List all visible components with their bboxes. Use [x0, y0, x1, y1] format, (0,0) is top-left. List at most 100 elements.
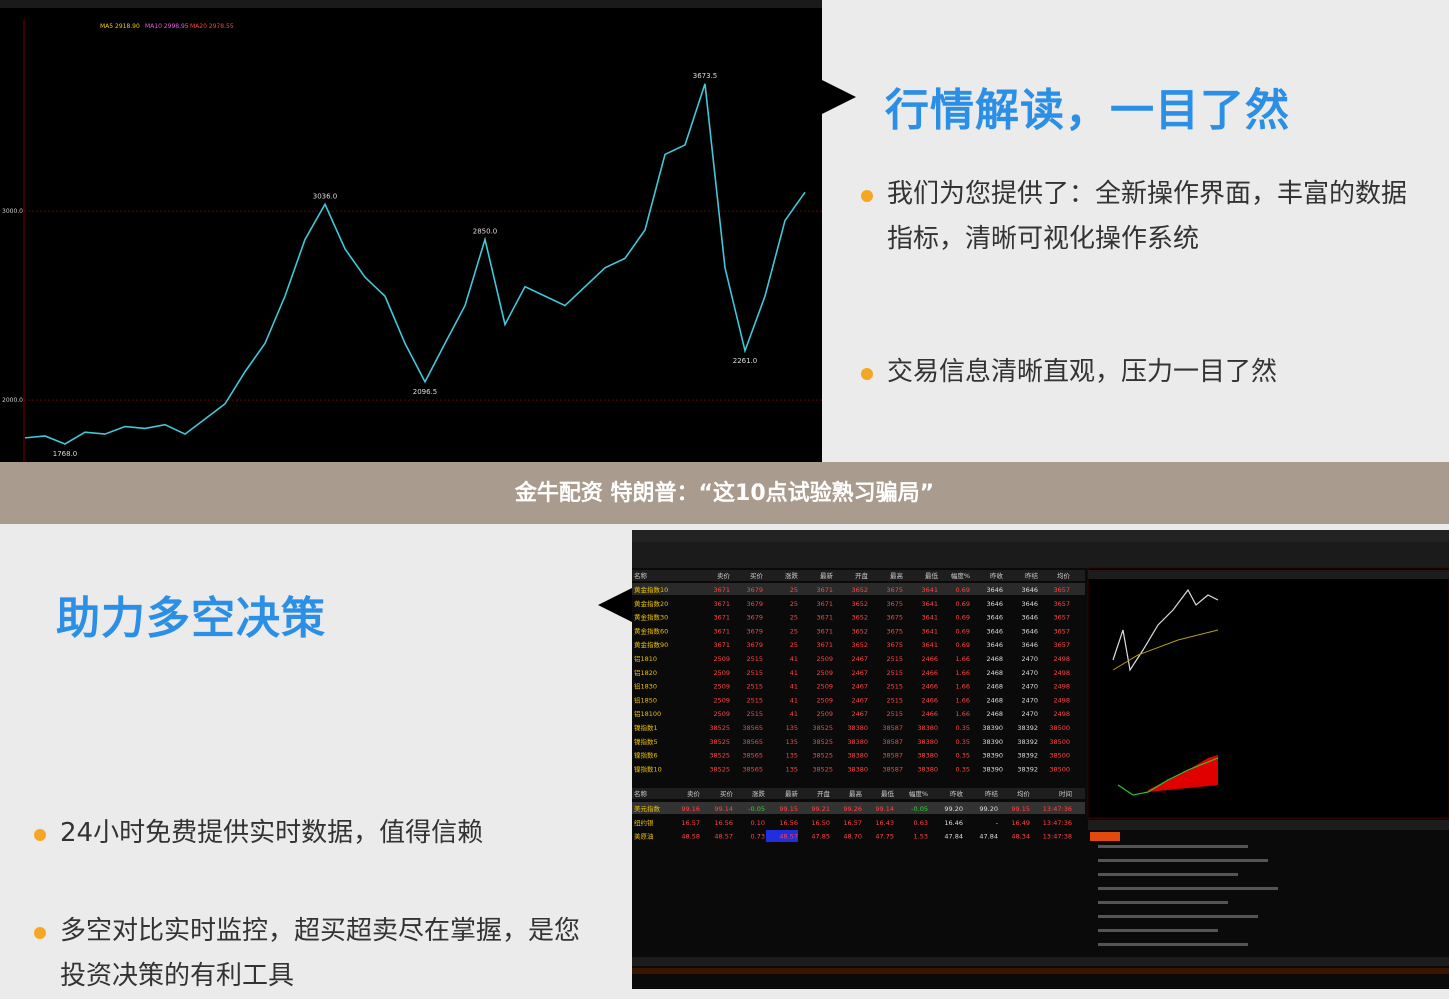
table-cell: 2498	[1053, 696, 1070, 704]
table-cell: 3679	[746, 641, 763, 649]
table-cell: 38525	[709, 738, 730, 746]
table-cell: 3671	[816, 641, 833, 649]
table-cell: 38525	[709, 765, 730, 773]
table-cell: 99.14	[875, 805, 894, 813]
column-header: 名称	[634, 571, 648, 580]
table-cell: 38392	[1017, 752, 1038, 760]
indicator-label: MA20 2978.55	[190, 23, 234, 30]
table-cell: 38587	[882, 738, 903, 746]
table-cell: 3675	[886, 586, 903, 594]
table-cell: 2470	[1021, 696, 1038, 704]
table-cell: 16.43	[875, 819, 894, 827]
table-cell: 3675	[886, 600, 903, 608]
table-cell: 3679	[746, 614, 763, 622]
tab-bar	[1088, 820, 1449, 830]
table-cell: 3657	[1053, 586, 1070, 594]
table-cell: 48.34	[1011, 833, 1030, 841]
table-cell: 2467	[851, 683, 868, 691]
column-header: 开盘	[817, 789, 831, 798]
table-cell: 黄金指数60	[634, 626, 668, 635]
table-cell: 3675	[886, 627, 903, 635]
table-cell: 38380	[847, 738, 868, 746]
table-cell: 2515	[746, 683, 763, 691]
table-cell: 47.84	[944, 833, 963, 841]
table-cell: 铝18100	[634, 709, 661, 718]
table-cell: 2515	[746, 710, 763, 718]
table-cell: -	[996, 819, 999, 827]
y-tick-label: 2000.0	[2, 397, 23, 404]
table-cell: 38390	[982, 765, 1003, 773]
table-cell: 黄金指数30	[634, 613, 668, 622]
table-cell: 25	[790, 600, 798, 608]
table-cell: 3675	[886, 614, 903, 622]
table-cell: 1.53	[914, 833, 928, 841]
table-cell: 2468	[986, 696, 1003, 704]
table-cell: 38565	[742, 752, 763, 760]
table-cell: 2515	[886, 710, 903, 718]
table-cell: 3646	[1021, 614, 1038, 622]
table-cell: 41	[790, 696, 798, 704]
table-cell: 镍指数1	[634, 723, 658, 732]
column-header: 幅度%	[909, 789, 928, 798]
table-cell: 135	[786, 738, 798, 746]
table-cell: 3671	[713, 627, 730, 635]
table-cell: 3657	[1053, 627, 1070, 635]
table-cell: 38565	[742, 765, 763, 773]
table-cell: 25	[790, 627, 798, 635]
news-line	[1098, 943, 1248, 946]
table-cell: 2509	[816, 683, 833, 691]
table-cell: 0.69	[956, 614, 970, 622]
column-header: 最高	[849, 789, 863, 798]
value-label: 3673.5	[693, 72, 718, 80]
mini-chart-ma	[1112, 629, 1219, 671]
price-chart-screenshot: 2000.0 3000.0 MA5 2918.90 MA10 2998.95 MA20 …	[0, 0, 856, 462]
table-cell: 2509	[816, 655, 833, 663]
table-cell: 47.75	[875, 833, 894, 841]
table-cell: 48.70	[843, 833, 862, 841]
table-cell: 0.35	[956, 765, 970, 773]
table-cell: 3652	[851, 614, 868, 622]
table-cell: 38565	[742, 724, 763, 732]
table-cell: 16.56	[779, 819, 798, 827]
banner: 金牛配资 特朗普：“这10点试验熟习骗局”	[0, 462, 1449, 524]
bottom-bullet: 多空对比实时监控，超买超卖尽在掌握，是您投资决策的有利工具	[34, 909, 595, 999]
table-cell: 3671	[713, 641, 730, 649]
column-header: 最低	[925, 571, 939, 580]
table-cell: 3641	[921, 641, 938, 649]
table-cell: 41	[790, 683, 798, 691]
table-cell: 2468	[986, 710, 1003, 718]
table-cell: 38525	[812, 738, 833, 746]
table-cell: 99.20	[979, 805, 998, 813]
table-cell: 2466	[921, 710, 938, 718]
table-cell: 38380	[847, 765, 868, 773]
table-cell: 3652	[851, 641, 868, 649]
table-cell: 黄金指数20	[634, 599, 668, 608]
table-cell: 3641	[921, 614, 938, 622]
table-cell: 美原油	[634, 832, 654, 841]
table-cell: 镍指数10	[634, 764, 662, 773]
bottom-bullet: 24小时免费提供实时数据，值得信赖	[34, 811, 595, 856]
news-line	[1098, 845, 1248, 848]
table-cell: 38380	[847, 752, 868, 760]
table-cell: 38525	[709, 752, 730, 760]
indicator-label: MA5 2918.90	[100, 23, 140, 30]
cell-highlight	[766, 830, 798, 842]
table-cell: 2498	[1053, 683, 1070, 691]
table-cell: 0.69	[956, 627, 970, 635]
table-cell: 1.66	[956, 683, 970, 691]
table-cell: 38392	[1017, 738, 1038, 746]
table-cell: 3652	[851, 600, 868, 608]
column-header: 卖价	[717, 572, 731, 580]
table-cell: 3646	[986, 586, 1003, 594]
table-cell: 2468	[986, 683, 1003, 691]
table-cell: 38587	[882, 765, 903, 773]
table-cell: 0.35	[956, 752, 970, 760]
indicator-label: MA10 2998.95	[145, 23, 189, 30]
table-cell: 铝1850	[634, 695, 657, 704]
table-cell: 3646	[1021, 627, 1038, 635]
table-cell: 2515	[886, 696, 903, 704]
table-cell: 铝1820	[634, 668, 657, 677]
table-cell: 3671	[713, 586, 730, 594]
table-cell: 1.66	[956, 655, 970, 663]
table-cell: 48.57	[714, 833, 733, 841]
